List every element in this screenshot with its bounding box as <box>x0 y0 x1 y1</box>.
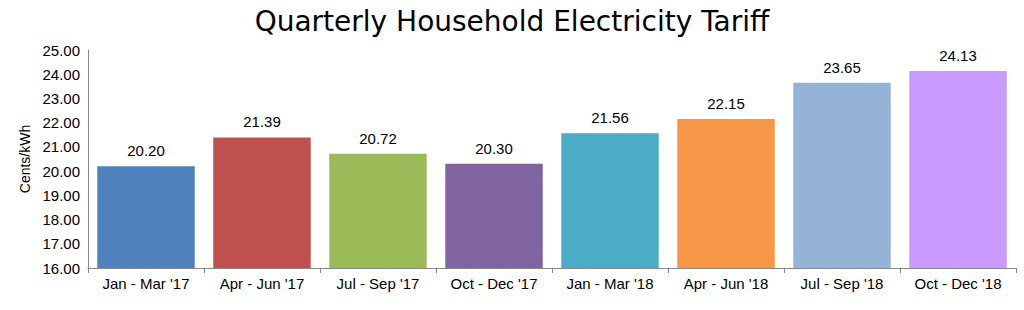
svg-text:16.00: 16.00 <box>42 260 80 277</box>
svg-text:Jan - Mar '17: Jan - Mar '17 <box>102 275 189 292</box>
svg-text:24.13: 24.13 <box>939 47 977 64</box>
svg-text:Apr - Jun '18: Apr - Jun '18 <box>684 275 769 292</box>
svg-text:25.00: 25.00 <box>42 42 80 59</box>
svg-text:20.00: 20.00 <box>42 163 80 180</box>
svg-text:Jul - Sep '17: Jul - Sep '17 <box>337 275 420 292</box>
svg-text:23.00: 23.00 <box>42 90 80 107</box>
svg-text:23.65: 23.65 <box>823 59 861 76</box>
svg-text:17.00: 17.00 <box>42 235 80 252</box>
svg-text:Apr - Jun '17: Apr - Jun '17 <box>220 275 305 292</box>
svg-text:21.56: 21.56 <box>591 109 629 126</box>
svg-text:20.20: 20.20 <box>127 142 165 159</box>
svg-text:Jan - Mar '18: Jan - Mar '18 <box>566 275 653 292</box>
svg-text:Oct - Dec '18: Oct - Dec '18 <box>914 275 1001 292</box>
svg-text:24.00: 24.00 <box>42 66 80 83</box>
svg-text:20.72: 20.72 <box>359 130 397 147</box>
svg-text:21.39: 21.39 <box>243 113 281 130</box>
svg-text:20.30: 20.30 <box>475 140 513 157</box>
svg-text:18.00: 18.00 <box>42 211 80 228</box>
svg-text:21.00: 21.00 <box>42 138 80 155</box>
svg-text:22.15: 22.15 <box>707 95 745 112</box>
svg-text:Cents/kWh: Cents/kWh <box>17 125 33 193</box>
svg-text:22.00: 22.00 <box>42 114 80 131</box>
svg-text:Jul - Sep '18: Jul - Sep '18 <box>801 275 884 292</box>
svg-text:Oct - Dec '17: Oct - Dec '17 <box>450 275 537 292</box>
svg-text:19.00: 19.00 <box>42 187 80 204</box>
svg-text:Quarterly Household Electricit: Quarterly Household Electricity Tariff <box>255 5 770 38</box>
